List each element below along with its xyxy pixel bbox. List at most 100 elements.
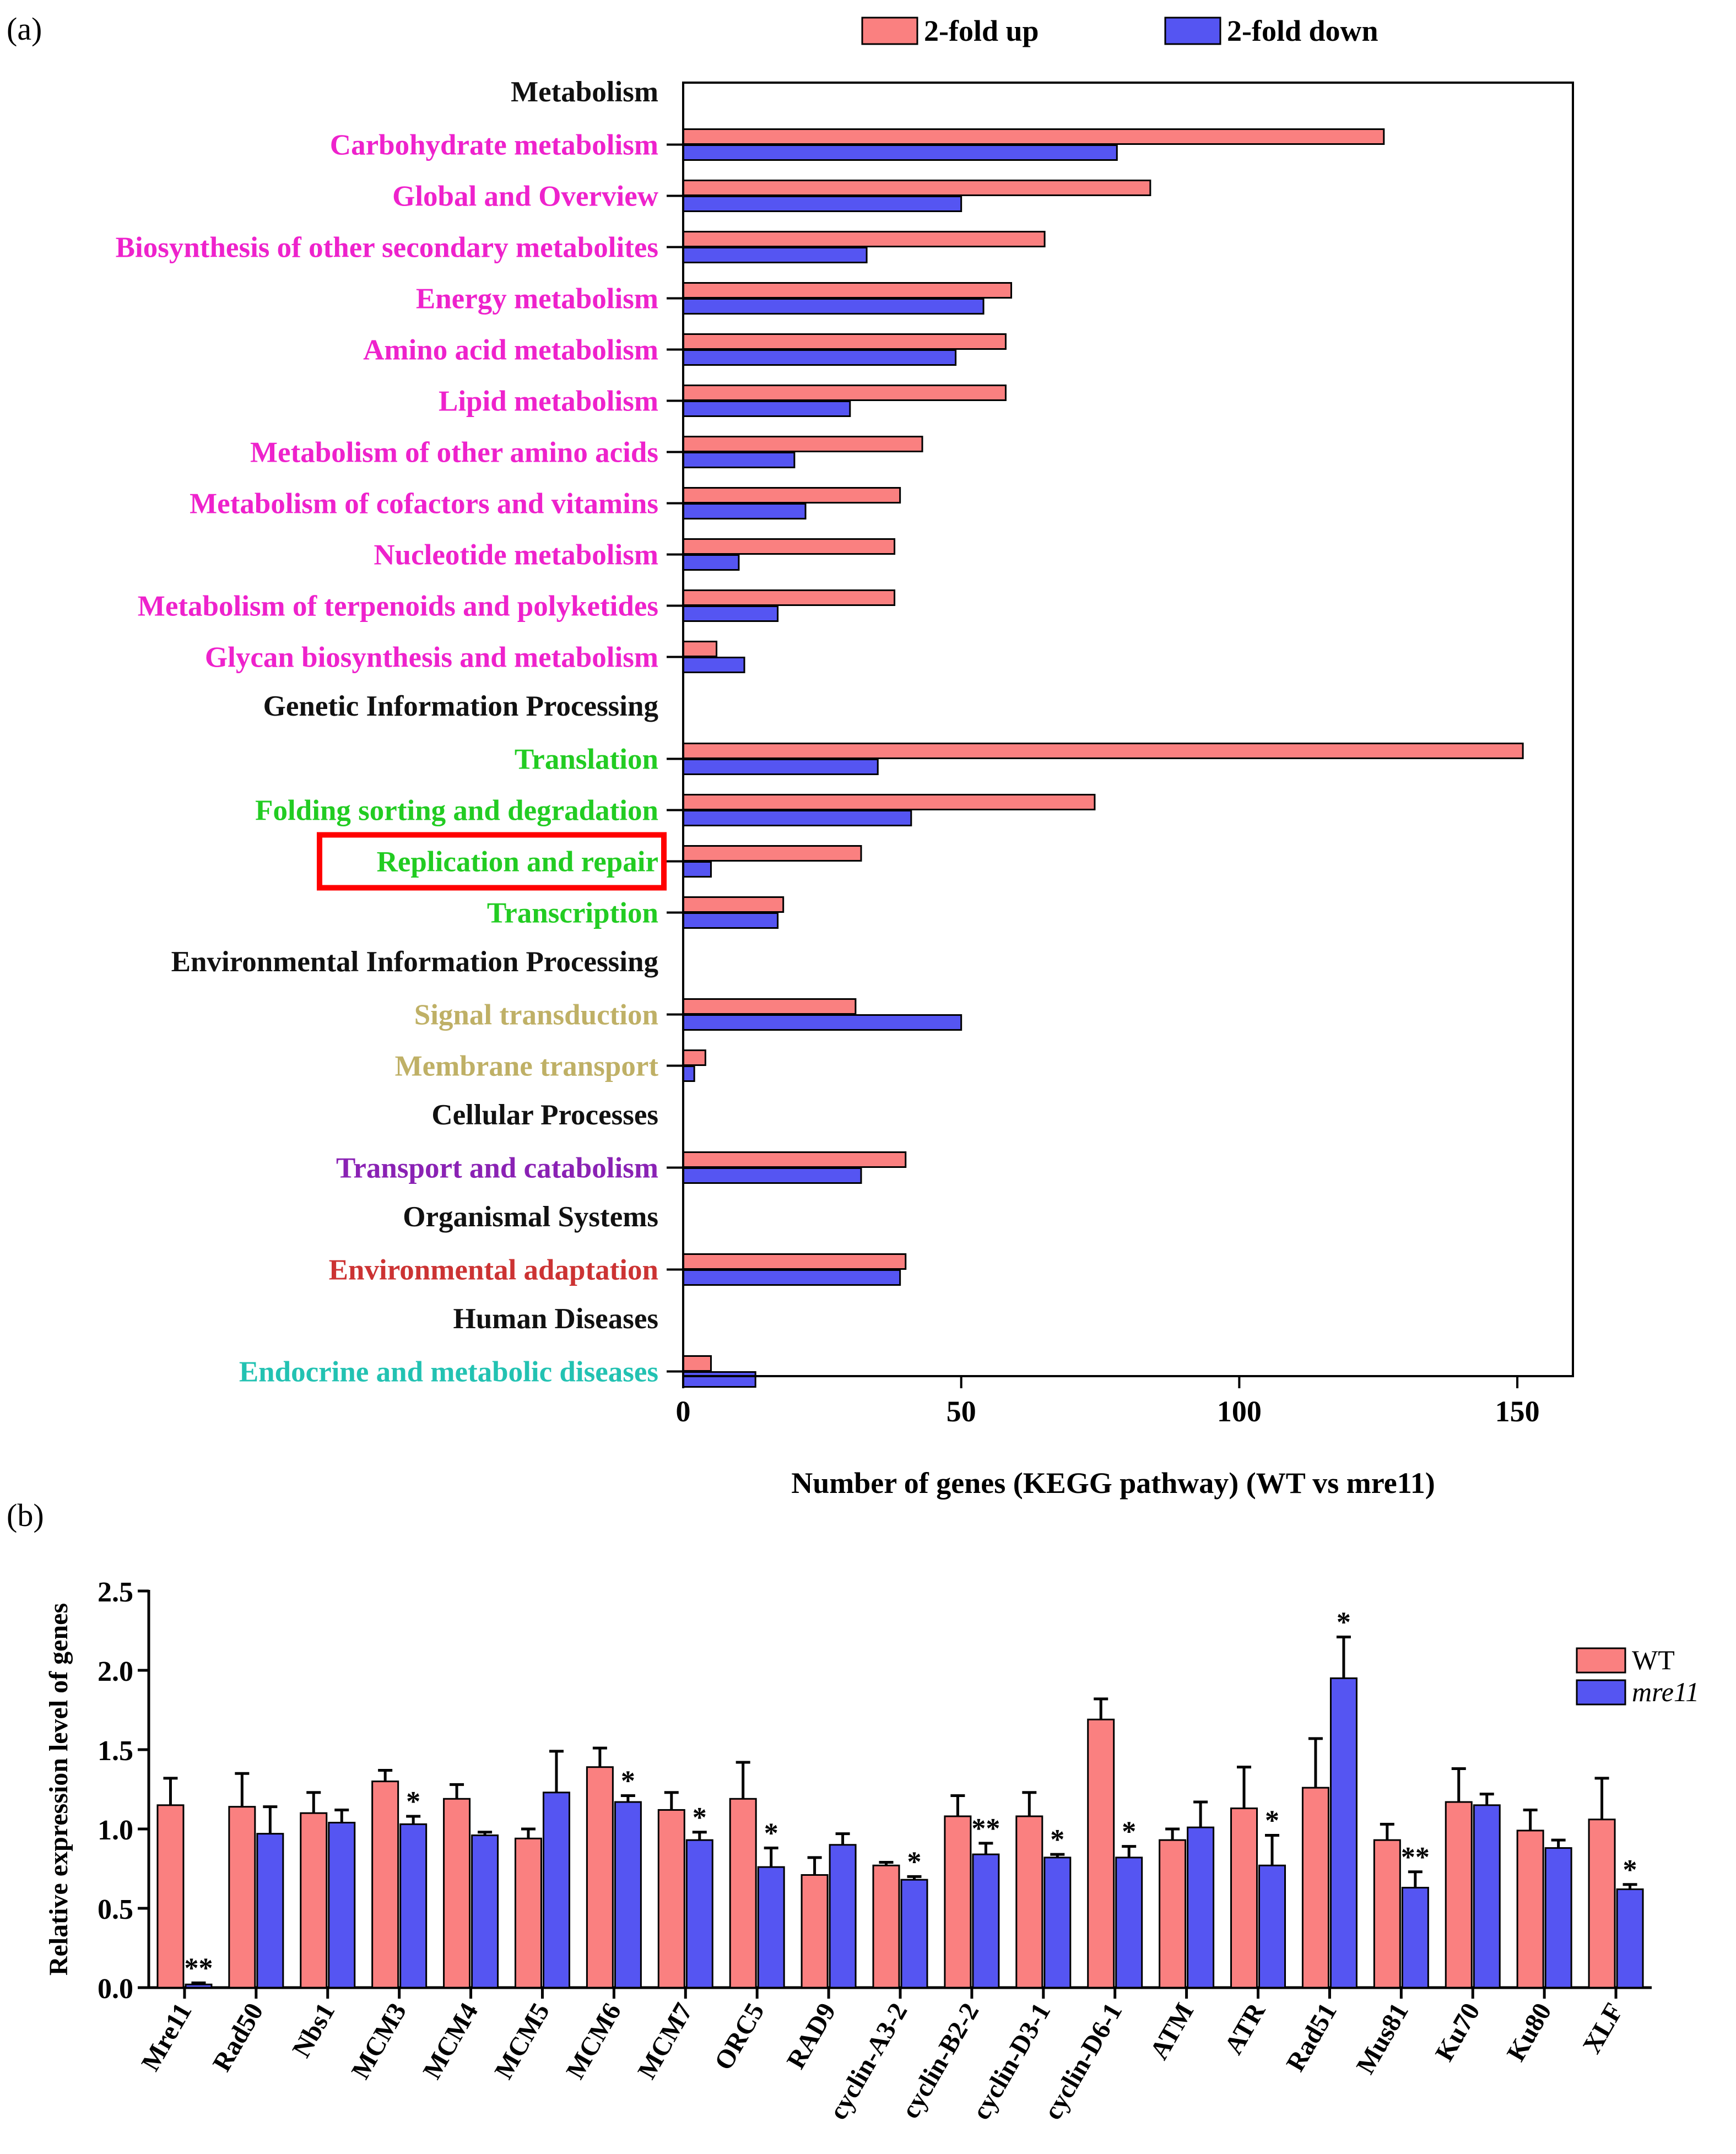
category-label-nucleotide-metabolism: Nucleotide metabolism (374, 539, 658, 571)
bar-mre11-ku80 (1544, 1847, 1572, 1989)
bar-down-membrane-transport (682, 1065, 695, 1082)
bar-up-membrane-transport (682, 1049, 706, 1066)
x-tick-label-50: 50 (947, 1395, 976, 1428)
significance-mcm3: * (406, 1786, 420, 1817)
bar-down-transport-and-catabolism (682, 1167, 862, 1184)
category-label-environmental-adaptation: Environmental adaptation (329, 1254, 658, 1286)
panel-a-label: (a) (7, 11, 42, 47)
x-tick-label-150: 150 (1495, 1395, 1540, 1428)
bar-up-folding-sorting-and-degradation (682, 794, 1096, 810)
bar-up-carbohydrate-metabolism (682, 128, 1385, 145)
bar-up-metabolism-of-other-amino-acids (682, 436, 923, 452)
bar-mre11-cyclin-d6-1 (1115, 1857, 1143, 1989)
category-label-translation: Translation (515, 744, 658, 776)
bar-up-transcription (682, 896, 785, 913)
significance-atr: * (1265, 1805, 1279, 1837)
bar-mre11-mcm3 (399, 1823, 428, 1989)
bar-wt-atr (1230, 1807, 1258, 1989)
y-tick-label-2-5: 2.5 (98, 1577, 133, 1608)
bar-up-amino-acid-metabolism (682, 333, 1007, 350)
bar-down-metabolism-of-cofactors-and-vitamins (682, 503, 807, 519)
panel-a-legend: 2-fold up 2-fold down (861, 14, 1378, 47)
bar-down-folding-sorting-and-degradation (682, 810, 912, 826)
x-axis-title: Number of genes (KEGG pathway) (WT vs mr… (791, 1466, 1435, 1500)
significance-mus81: ** (1401, 1842, 1430, 1873)
y-tick-label-0-0: 0.0 (98, 1973, 133, 2005)
legend-swatch-mre11 (1576, 1679, 1626, 1706)
bar-mre11-cyclin-a3-2 (900, 1879, 928, 1989)
category-label-replication-and-repair: Replication and repair (377, 846, 658, 878)
bar-up-metabolism-of-cofactors-and-vitamins (682, 487, 901, 504)
group-header-organismal-systems: Organismal Systems (403, 1201, 658, 1233)
bar-down-biosynthesis-of-other-secondary-metabolites (682, 247, 868, 263)
bar-mre11-cyclin-b2-2 (972, 1853, 1000, 1989)
bar-up-translation (682, 743, 1524, 759)
significance-xlf: * (1623, 1854, 1637, 1886)
bar-down-global-and-overview (682, 196, 962, 212)
category-label-energy-metabolism: Energy metabolism (416, 283, 658, 315)
x-tick-label-0: 0 (676, 1395, 691, 1428)
bar-wt-ku70 (1445, 1801, 1473, 1989)
legend-swatch-2-fold-down (1164, 17, 1221, 45)
bar-mre11-atm (1187, 1826, 1215, 1989)
bar-down-nucleotide-metabolism (682, 554, 740, 571)
y-tick-label-2-0: 2.0 (98, 1656, 133, 1687)
bar-wt-cyclin-b2-2 (944, 1815, 972, 1989)
category-label-biosynthesis-of-other-secondary-metabolites: Biosynthesis of other secondary metaboli… (116, 232, 658, 264)
bar-up-lipid-metabolism (682, 385, 1007, 401)
category-label-membrane-transport: Membrane transport (395, 1051, 659, 1083)
bar-down-transcription (682, 912, 779, 929)
bar-up-biosynthesis-of-other-secondary-metabolites (682, 231, 1046, 247)
bar-mre11-rad9 (829, 1844, 857, 1989)
bar-wt-mus81 (1373, 1839, 1401, 1989)
category-label-endocrine-and-metabolic-diseases: Endocrine and metabolic diseases (239, 1356, 658, 1388)
legend-label-2-fold-down: 2-fold down (1227, 14, 1378, 47)
category-label-lipid-metabolism: Lipid metabolism (439, 386, 658, 418)
bar-up-replication-and-repair (682, 845, 862, 862)
panel-a-category-labels: Metabolism Carbohydrate metabolism Global … (116, 76, 683, 1388)
bar-mre11-mcm4 (471, 1834, 499, 1989)
category-label-carbohydrate-metabolism: Carbohydrate metabolism (330, 129, 658, 161)
group-header-cellular-processes: Cellular Processes (431, 1099, 658, 1131)
panel-b-label: (b) (7, 1497, 44, 1533)
category-label-metabolism-of-other-amino-acids: Metabolism of other amino acids (250, 437, 658, 469)
significance-cyclin-b2-2: ** (971, 1813, 1000, 1844)
bar-up-energy-metabolism (682, 282, 1013, 299)
bar-wt-mcm7 (657, 1809, 685, 1989)
category-label-amino-acid-metabolism: Amino acid metabolism (363, 334, 658, 366)
bar-mre11-ku70 (1473, 1804, 1501, 1989)
bar-mre11-mcm5 (542, 1792, 570, 1989)
bar-wt-cyclin-d6-1 (1087, 1718, 1115, 1989)
bar-down-replication-and-repair (682, 861, 712, 878)
legend-swatch-wt (1576, 1647, 1626, 1674)
bar-mre11-rad51 (1329, 1677, 1358, 1989)
bar-mre11-mcm7 (685, 1839, 713, 1989)
significance-mre11: ** (184, 1952, 213, 1984)
bar-down-translation (682, 759, 879, 775)
bar-up-transport-and-catabolism (682, 1151, 907, 1168)
bar-up-nucleotide-metabolism (682, 538, 896, 555)
category-label-transport-and-catabolism: Transport and catabolism (336, 1152, 658, 1184)
category-label-transcription: Transcription (487, 897, 658, 929)
bar-down-carbohydrate-metabolism (682, 144, 1118, 161)
bar-mre11-orc5 (757, 1866, 785, 1989)
bar-mre11-mcm6 (614, 1801, 642, 1989)
bar-wt-rad51 (1301, 1787, 1329, 1989)
group-header-genetic-information-processing: Genetic Information Processing (263, 690, 658, 722)
bar-up-signal-transduction (682, 998, 857, 1015)
panel-a-x-axis: 0 50 100 150 Number of genes (KEGG pathway) … (676, 82, 1574, 1500)
bar-mre11-xlf (1616, 1888, 1644, 1989)
plot-frame (682, 82, 1574, 1377)
legend-label-wt: WT (1632, 1644, 1675, 1675)
category-label-signal-transduction: Signal transduction (414, 999, 658, 1031)
significance-cyclin-d3-1: * (1050, 1824, 1064, 1855)
bar-mre11-rad50 (256, 1833, 284, 1989)
y-tick-label-1-5: 1.5 (98, 1735, 133, 1767)
category-label-folding-sorting-and-degradation: Folding sorting and degradation (255, 795, 658, 827)
significance-rad51: * (1337, 1607, 1351, 1638)
y-tick-label-1-0: 1.0 (98, 1815, 133, 1846)
bar-down-metabolism-of-terpenoids-and-polyketides (682, 605, 779, 622)
bar-mre11-atr (1258, 1864, 1286, 1989)
significance-cyclin-d6-1: * (1122, 1816, 1136, 1848)
